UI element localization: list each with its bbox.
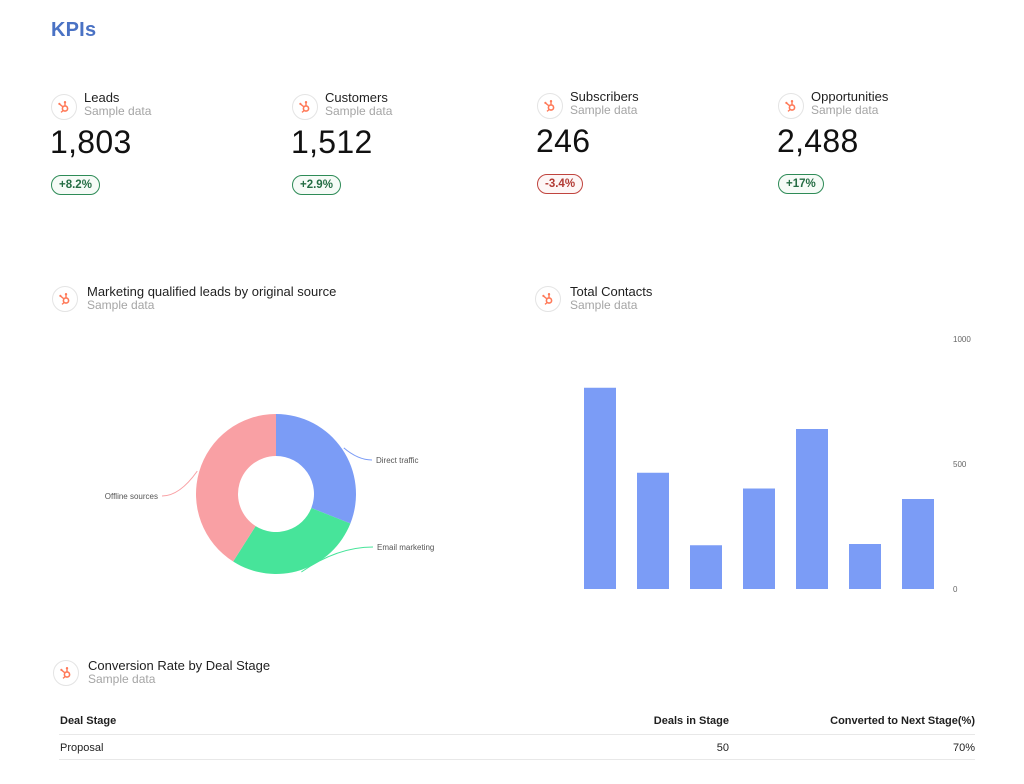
bar: [637, 472, 669, 589]
hubspot-icon: [778, 93, 804, 119]
bar: [743, 488, 775, 589]
kpi-sub: Sample data: [84, 104, 152, 118]
hubspot-icon: [51, 94, 77, 120]
hubspot-icon: [535, 286, 561, 312]
hubspot-icon: [292, 94, 318, 120]
donut-slice: [276, 414, 356, 524]
mql-donut-chart: Direct traffic Email marketing Offline sou…: [105, 414, 434, 574]
kpi-card-subscribers: Subscribers Sample data 246 -3.4%: [536, 87, 767, 197]
bar: [849, 544, 881, 589]
section-sub: Sample data: [570, 298, 638, 312]
header-deals-in-stage: Deals in Stage: [653, 715, 729, 727]
conversion-section-header: Conversion Rate by Deal Stage Sample dat…: [53, 658, 473, 693]
kpi-label: Leads: [84, 90, 120, 105]
contacts-section-header: Total Contacts Sample data: [535, 284, 955, 319]
header-deal-stage: Deal Stage: [60, 715, 117, 727]
page-title: KPIs: [51, 19, 97, 41]
mql-section-header: Marketing qualified leads by original so…: [52, 284, 472, 319]
kpi-sub: Sample data: [570, 103, 638, 117]
hubspot-icon: [53, 660, 79, 686]
kpi-change-badge: +8.2%: [51, 175, 100, 195]
y-tick-label: 1000: [953, 335, 971, 344]
cell-deals-in-stage: 50: [716, 742, 729, 754]
donut-leader-line: [343, 447, 373, 461]
kpi-label: Subscribers: [570, 89, 639, 104]
donut-leader-line: [161, 470, 198, 497]
donut-label: Direct traffic: [376, 456, 419, 465]
section-title: Marketing qualified leads by original so…: [87, 284, 337, 299]
header-converted: Converted to Next Stage(%): [830, 715, 975, 727]
donut-leader-line: [301, 546, 374, 573]
kpi-change-badge: -3.4%: [537, 174, 584, 194]
section-sub: Sample data: [87, 298, 155, 312]
bar: [584, 387, 616, 589]
donut-slice: [233, 507, 351, 574]
kpi-card-opportunities: Opportunities Sample data 2,488 +17%: [777, 87, 1008, 197]
section-title: Conversion Rate by Deal Stage: [88, 658, 271, 673]
table-row: Proposal 50 70%: [59, 734, 975, 760]
y-tick-label: 500: [953, 460, 967, 469]
kpi-value: 2,488: [777, 123, 859, 159]
kpi-label: Customers: [325, 90, 388, 105]
donut-label: Offline sources: [105, 492, 158, 501]
y-tick-label: 0: [953, 585, 958, 594]
kpi-sub: Sample data: [325, 104, 393, 118]
kpi-change-badge: +17%: [778, 174, 824, 194]
hubspot-icon: [537, 93, 563, 119]
kpi-value: 246: [536, 123, 591, 159]
bar: [690, 545, 722, 589]
bar: [796, 429, 828, 589]
cell-converted: 70%: [952, 742, 975, 754]
kpi-value: 1,803: [50, 124, 132, 160]
section-sub: Sample data: [88, 672, 156, 686]
hubspot-icon: [52, 286, 78, 312]
donut-slice: [196, 414, 276, 562]
kpi-sub: Sample data: [811, 103, 879, 117]
table-header-row: Deal Stage Deals in Stage Converted to N…: [59, 708, 975, 734]
kpi-label: Opportunities: [811, 89, 889, 104]
kpi-card-leads: Leads Sample data 1,803 +8.2%: [50, 88, 281, 198]
conversion-table: Deal Stage Deals in Stage Converted to N…: [59, 708, 975, 760]
kpi-change-badge: +2.9%: [292, 175, 341, 195]
bar: [902, 499, 934, 589]
donut-label: Email marketing: [377, 543, 434, 552]
kpi-value: 1,512: [291, 124, 373, 160]
total-contacts-bar-chart: 0 500 1000: [584, 335, 971, 594]
kpi-card-customers: Customers Sample data 1,512 +2.9%: [291, 88, 522, 198]
cell-deal-stage: Proposal: [60, 742, 104, 754]
section-title: Total Contacts: [570, 284, 653, 299]
